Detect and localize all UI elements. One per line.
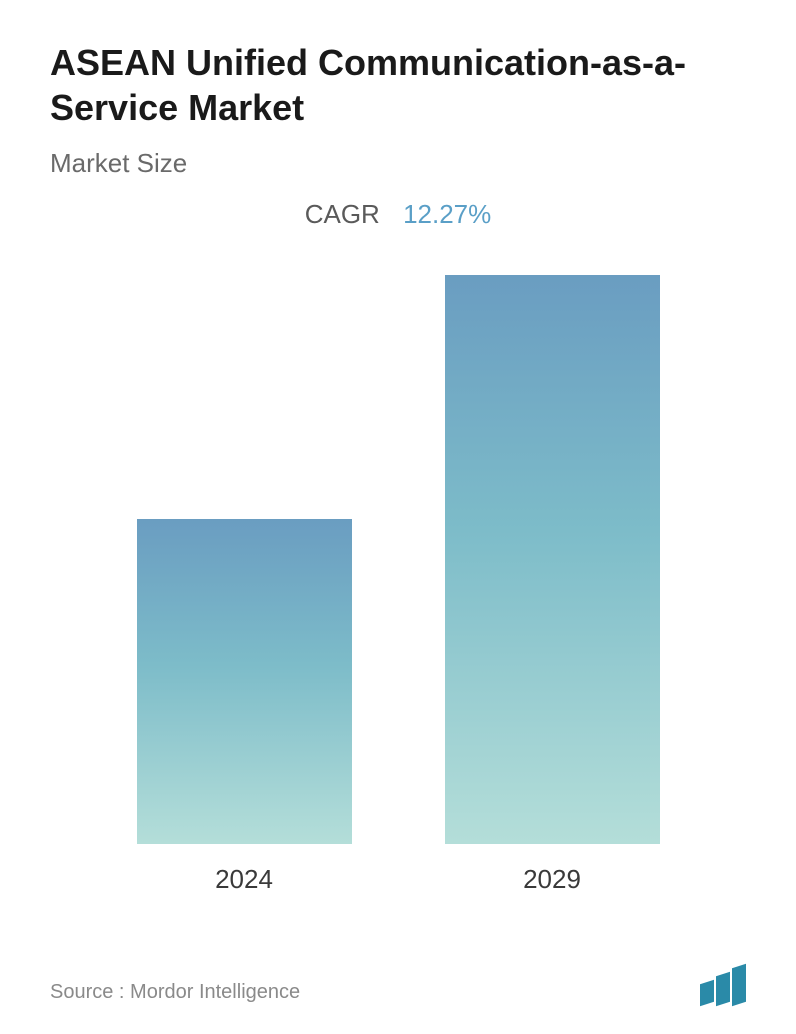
cagr-row: CAGR 12.27% <box>50 199 746 230</box>
page-subtitle: Market Size <box>50 148 746 179</box>
bar-container: 2024 <box>137 275 352 895</box>
bar-container: 2029 <box>445 275 660 895</box>
cagr-label: CAGR <box>305 199 380 229</box>
footer: Source : Mordor Intelligence <box>50 966 746 1004</box>
page-title: ASEAN Unified Communication-as-a-Service… <box>50 40 746 130</box>
bar-label: 2029 <box>523 864 581 895</box>
bar-label: 2024 <box>215 864 273 895</box>
bar-2029 <box>445 275 660 844</box>
bar-chart: 2024 2029 <box>50 275 746 895</box>
source-text: Source : Mordor Intelligence <box>50 981 300 1004</box>
logo-icon <box>700 966 746 1004</box>
bar-2024 <box>137 519 352 844</box>
cagr-value: 12.27% <box>403 199 491 229</box>
